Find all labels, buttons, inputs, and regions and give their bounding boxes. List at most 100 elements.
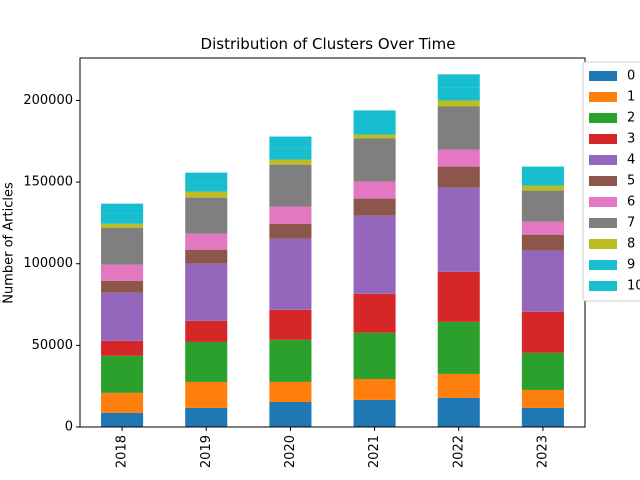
bar-segment bbox=[353, 378, 396, 400]
bar-segment bbox=[269, 238, 312, 310]
bar-segment bbox=[437, 100, 480, 107]
bar-segment bbox=[437, 321, 480, 374]
bar-segment bbox=[185, 182, 228, 192]
bar-segment bbox=[185, 320, 228, 342]
bar-segment bbox=[185, 407, 228, 427]
y-tick-label: 50000 bbox=[32, 338, 73, 353]
bar-segment bbox=[521, 185, 564, 191]
legend-label: 1 bbox=[627, 90, 635, 105]
bar-segment bbox=[269, 339, 312, 382]
bar-segment bbox=[353, 181, 396, 199]
bar-segment bbox=[521, 234, 564, 251]
legend-label: 6 bbox=[627, 195, 635, 210]
bar-segment bbox=[185, 172, 228, 183]
bar-segment bbox=[185, 341, 228, 382]
bar-segment bbox=[185, 197, 228, 234]
bar-segment bbox=[521, 389, 564, 408]
bar-segment bbox=[101, 213, 144, 224]
bar-segment bbox=[521, 221, 564, 235]
bar-segment bbox=[269, 136, 312, 149]
bar-segment bbox=[353, 198, 396, 216]
x-tick-label: 2022 bbox=[451, 435, 466, 468]
legend-label: 7 bbox=[627, 216, 635, 231]
legend-swatch bbox=[589, 113, 617, 123]
legend-label: 9 bbox=[627, 258, 635, 273]
legend-swatch bbox=[589, 71, 617, 81]
bar-segment bbox=[101, 340, 144, 356]
bar-segment bbox=[521, 352, 564, 390]
chart-title: Distribution of Clusters Over Time bbox=[201, 35, 456, 53]
bar-segment bbox=[101, 280, 144, 293]
legend-label: 4 bbox=[627, 153, 635, 168]
legend-swatch bbox=[589, 239, 617, 249]
bar-segment bbox=[353, 215, 396, 294]
x-tick-label: 2023 bbox=[535, 435, 550, 468]
bar-segment bbox=[521, 190, 564, 222]
x-tick-label: 2021 bbox=[367, 435, 382, 468]
legend-label: 5 bbox=[627, 174, 635, 189]
legend-swatch bbox=[589, 197, 617, 207]
legend-label: 10 bbox=[627, 279, 640, 294]
y-tick-label: 0 bbox=[65, 420, 73, 435]
bar-segment bbox=[437, 166, 480, 188]
x-tick-label: 2019 bbox=[199, 435, 214, 468]
bar-segment bbox=[437, 149, 480, 167]
bar-segment bbox=[353, 399, 396, 427]
bar-segment bbox=[101, 292, 144, 341]
bar-segment bbox=[521, 166, 564, 177]
bar-segment bbox=[269, 159, 312, 165]
legend-swatch bbox=[589, 92, 617, 102]
bar-segment bbox=[269, 402, 312, 427]
legend-swatch bbox=[589, 281, 617, 291]
bar-segment bbox=[521, 407, 564, 427]
bar-segment bbox=[185, 233, 228, 250]
bar-segment bbox=[437, 187, 480, 272]
bar-segment bbox=[353, 293, 396, 333]
bar-segment bbox=[269, 164, 312, 207]
bar-segment bbox=[437, 271, 480, 322]
y-tick-label: 200000 bbox=[23, 93, 73, 108]
legend-swatch bbox=[589, 218, 617, 228]
bar-segment bbox=[101, 392, 144, 413]
bar-segment bbox=[185, 263, 228, 321]
legend-label: 2 bbox=[627, 111, 635, 126]
bar-segment bbox=[269, 309, 312, 340]
bar-segment bbox=[437, 74, 480, 88]
legend-swatch bbox=[589, 260, 617, 270]
x-tick-label: 2020 bbox=[283, 435, 298, 468]
bar-segment bbox=[101, 264, 144, 281]
bar-segment bbox=[437, 106, 480, 150]
bar-segment bbox=[521, 250, 564, 312]
legend-label: 0 bbox=[627, 69, 635, 84]
bar-segment bbox=[353, 122, 396, 135]
bar-segment bbox=[101, 223, 144, 228]
bar-segment bbox=[353, 134, 396, 139]
y-tick-label: 100000 bbox=[23, 256, 73, 271]
bar-segment bbox=[101, 203, 144, 214]
bar-segment bbox=[269, 206, 312, 224]
bar-segment bbox=[437, 373, 480, 398]
legend-swatch bbox=[589, 134, 617, 144]
bar-segment bbox=[269, 381, 312, 403]
bar-segment bbox=[353, 138, 396, 182]
bar-segment bbox=[521, 176, 564, 186]
y-tick-label: 150000 bbox=[23, 175, 73, 190]
bar-segment bbox=[185, 381, 228, 408]
bar-segment bbox=[521, 311, 564, 353]
bar-segment bbox=[353, 110, 396, 123]
legend-swatch bbox=[589, 155, 617, 165]
legend-swatch bbox=[589, 176, 617, 186]
bar-segment bbox=[269, 223, 312, 239]
x-tick-label: 2018 bbox=[115, 435, 130, 468]
bar-segment bbox=[185, 191, 228, 198]
legend-label: 8 bbox=[627, 237, 635, 252]
y-axis-label: Number of Articles bbox=[2, 182, 17, 304]
legend-label: 3 bbox=[627, 132, 635, 147]
bar-segment bbox=[101, 412, 144, 427]
bar-segment bbox=[269, 148, 312, 160]
bar-segment bbox=[437, 87, 480, 101]
bar-segment bbox=[185, 249, 228, 264]
plot-frame bbox=[79, 57, 586, 428]
bar-segment bbox=[101, 355, 144, 393]
